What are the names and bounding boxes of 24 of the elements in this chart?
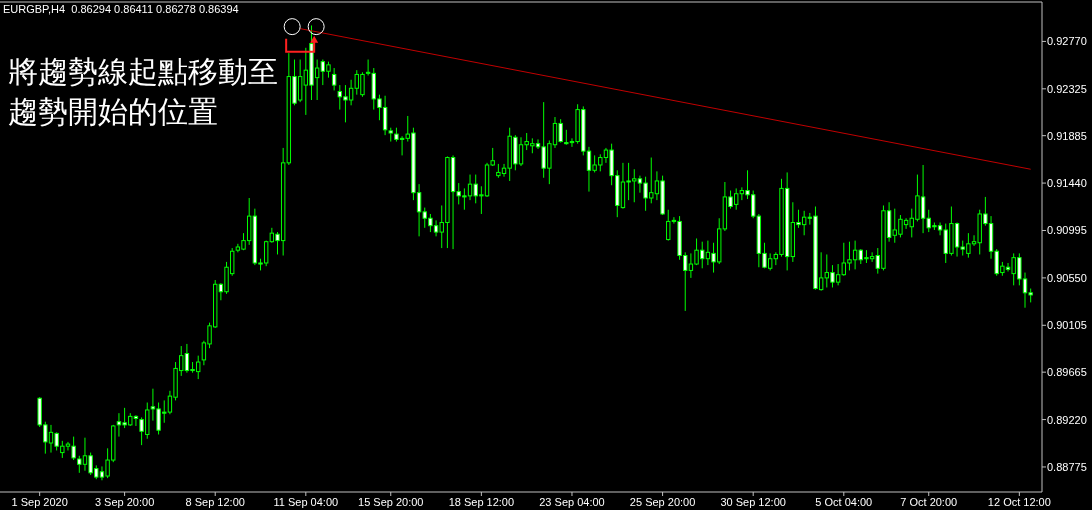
- x-tick-label: 5 Oct 04:00: [815, 496, 873, 508]
- x-tick-label: 8 Sep 12:00: [185, 496, 245, 508]
- x-tick-label: 15 Sep 20:00: [358, 496, 424, 508]
- x-tick-label: 7 Oct 20:00: [900, 496, 958, 508]
- y-tick-label: 0.91885: [1047, 129, 1087, 142]
- y-tick-label: 0.88775: [1047, 460, 1087, 473]
- y-tick-label: 0.89220: [1047, 413, 1087, 426]
- y-tick-label: 0.90105: [1047, 319, 1087, 332]
- x-tick-label: 25 Sep 20:00: [629, 496, 696, 508]
- y-tick-label: 0.92770: [1047, 35, 1087, 48]
- x-tick-label: 30 Sep 12:00: [720, 496, 786, 508]
- x-tick-label: 23 Sep 04:00: [539, 496, 605, 508]
- x-tick-label: 11 Sep 04:00: [273, 496, 339, 508]
- x-tick-label: 12 Oct 12:00: [987, 496, 1051, 508]
- y-tick-label: 0.91440: [1047, 177, 1087, 190]
- y-tick-label: 0.89665: [1047, 366, 1087, 379]
- x-tick-label: 18 Sep 12:00: [448, 496, 515, 508]
- y-tick-label: 0.90550: [1047, 271, 1087, 284]
- y-tick-label: 0.92325: [1047, 82, 1087, 95]
- x-tick-label: 1 Sep 2020: [11, 496, 68, 508]
- annotation: 將趨勢線起點移動至趨勢開始的位置: [8, 54, 279, 130]
- x-tick-label: 3 Sep 20:00: [94, 496, 155, 508]
- y-tick-label: 0.90995: [1047, 224, 1087, 237]
- chart-title: EURGBP,H4 0.86294 0.86411 0.86278 0.86394: [3, 3, 239, 15]
